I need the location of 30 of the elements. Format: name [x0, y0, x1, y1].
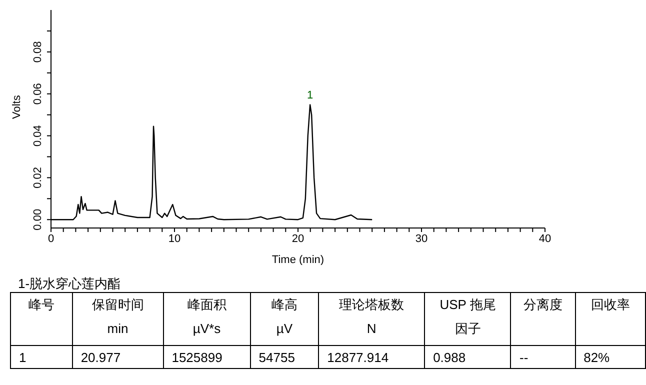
text: 1-脱水穿心莲内酯	[18, 275, 121, 293]
y-tick-label: 0.04	[32, 125, 44, 146]
text: 分离度	[510, 292, 576, 346]
text: 1525899	[163, 346, 250, 368]
text: 理论塔板数 N	[318, 292, 425, 346]
y-tick-label: 0.00	[32, 208, 44, 230]
y-tick-label: 0.06	[32, 83, 44, 105]
text: --	[510, 346, 576, 368]
text: 54755	[250, 346, 319, 368]
x-tick-label: 40	[538, 232, 552, 245]
y-tick-label: 0.02	[32, 166, 44, 188]
x-tick-label: 20	[292, 232, 304, 245]
text: 0.988	[424, 346, 511, 368]
x-tick-label: 0	[48, 232, 54, 245]
text: 峰号	[10, 292, 72, 346]
x-axis-title: Time (min)	[272, 254, 324, 266]
annotation: 1	[307, 90, 314, 102]
x-tick-label: 30	[415, 232, 428, 245]
text: 保留时间 min	[72, 292, 164, 346]
y-axis-title: Volts	[10, 94, 23, 119]
text: 峰面积 µV*s	[163, 292, 250, 346]
text: 峰高 µV	[250, 292, 319, 346]
text: USP 拖尾因子	[424, 292, 511, 346]
text: 1	[10, 346, 72, 368]
text: 82%	[575, 346, 646, 368]
text: 20.977	[72, 346, 164, 368]
text: 回收率	[575, 292, 646, 346]
y-tick-label: 0.08	[32, 41, 44, 63]
x-tick-label: 10	[168, 232, 181, 245]
text: 12877.914	[318, 346, 425, 368]
